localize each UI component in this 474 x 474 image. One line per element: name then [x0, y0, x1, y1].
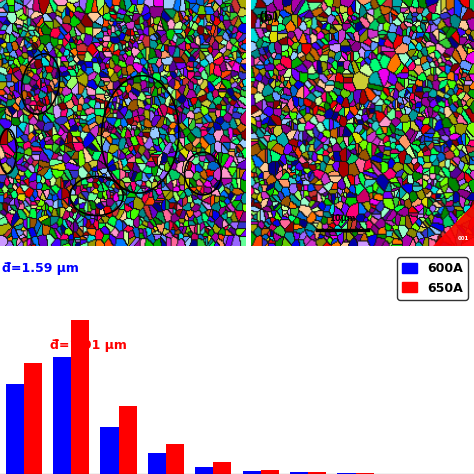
Bar — [261, 470, 279, 474]
Text: (b): (b) — [259, 11, 280, 24]
Bar — [118, 406, 137, 474]
Bar — [71, 320, 89, 474]
Text: d̅=1.59 μm: d̅=1.59 μm — [2, 262, 79, 275]
Text: d̅=1.91 μm: d̅=1.91 μm — [50, 339, 127, 352]
Bar — [337, 473, 356, 474]
Bar — [243, 471, 261, 474]
Bar — [148, 453, 166, 474]
Bar — [24, 363, 42, 474]
Legend: 600A, 650A: 600A, 650A — [397, 257, 468, 300]
Bar — [166, 444, 184, 474]
Text: Non-recrystallized: Non-recrystallized — [106, 126, 155, 131]
Bar — [356, 473, 374, 474]
Bar — [195, 466, 213, 474]
Bar — [213, 462, 231, 474]
Bar — [308, 472, 326, 474]
Bar — [290, 472, 308, 474]
Text: 001: 001 — [458, 236, 469, 241]
Bar — [100, 427, 118, 474]
Bar — [6, 384, 24, 474]
Polygon shape — [433, 204, 474, 246]
Text: 10μm: 10μm — [329, 214, 356, 223]
Bar — [53, 356, 71, 474]
